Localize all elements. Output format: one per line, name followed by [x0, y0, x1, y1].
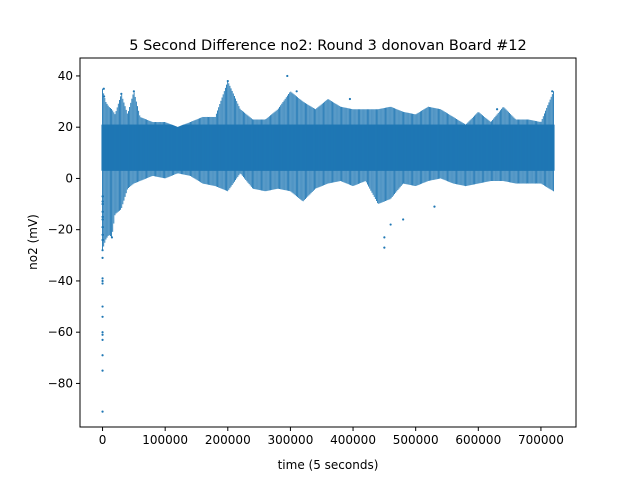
data-point	[110, 236, 114, 239]
data-point	[101, 256, 104, 259]
x-tick-label: 400000	[330, 433, 376, 447]
data-point	[101, 215, 104, 218]
data-point	[101, 195, 104, 198]
data-point	[120, 92, 123, 95]
y-axis-label: no2 (mV)	[26, 214, 40, 270]
y-tick-label: 20	[58, 120, 73, 134]
x-tick-label: 700000	[518, 433, 564, 447]
data-point	[101, 226, 104, 229]
data-point	[402, 218, 405, 221]
data-point	[101, 218, 104, 221]
x-tick-label: 200000	[205, 433, 251, 447]
x-axis-label: time (5 seconds)	[278, 458, 379, 472]
y-tick-label: 0	[65, 171, 73, 185]
x-axis-ticks: 0 100000 200000 300000 400000 500000 600000 700…	[99, 427, 564, 447]
y-tick-label: −80	[48, 376, 73, 390]
data-point	[101, 315, 104, 318]
x-tick-label: 600000	[455, 433, 501, 447]
x-tick-label: 500000	[393, 433, 439, 447]
data-point	[101, 369, 104, 372]
axes-frame	[79, 57, 577, 428]
plot-area	[101, 74, 555, 413]
data-point	[101, 305, 104, 308]
data-point	[101, 238, 104, 242]
y-tick-label: −20	[48, 223, 73, 237]
data-point	[101, 249, 104, 252]
data-point	[101, 202, 104, 206]
data-point	[101, 233, 104, 236]
data-point	[383, 236, 386, 239]
y-tick-label: 40	[58, 69, 73, 83]
data-point	[101, 354, 104, 357]
data-point	[132, 90, 135, 93]
data-point	[103, 95, 106, 98]
data-point	[101, 277, 104, 280]
data-point	[348, 97, 352, 101]
data-point	[389, 223, 392, 226]
y-axis-ticks: 40 20 0 −20 −40 −60 −80	[48, 69, 80, 390]
data-point	[383, 246, 386, 249]
data-point	[101, 410, 104, 413]
data-point	[101, 338, 104, 341]
x-tick-label: 100000	[142, 433, 188, 447]
data-point	[226, 79, 229, 83]
x-tick-label: 0	[99, 433, 107, 447]
data-point	[433, 205, 436, 208]
y-tick-label: −40	[48, 274, 73, 288]
data-point	[101, 279, 104, 283]
data-point	[101, 200, 104, 203]
data-point	[102, 87, 105, 90]
x-tick-label: 300000	[268, 433, 314, 447]
data-point	[101, 210, 104, 213]
data-point	[101, 331, 104, 334]
data-point	[551, 90, 554, 93]
data-point	[101, 333, 104, 336]
chart-title: 5 Second Difference no2: Round 3 donovan…	[129, 38, 527, 54]
data-point	[101, 282, 104, 285]
y-tick-label: −60	[48, 325, 73, 339]
data-point	[495, 108, 499, 111]
data-point	[295, 90, 298, 93]
data-point	[286, 74, 289, 78]
